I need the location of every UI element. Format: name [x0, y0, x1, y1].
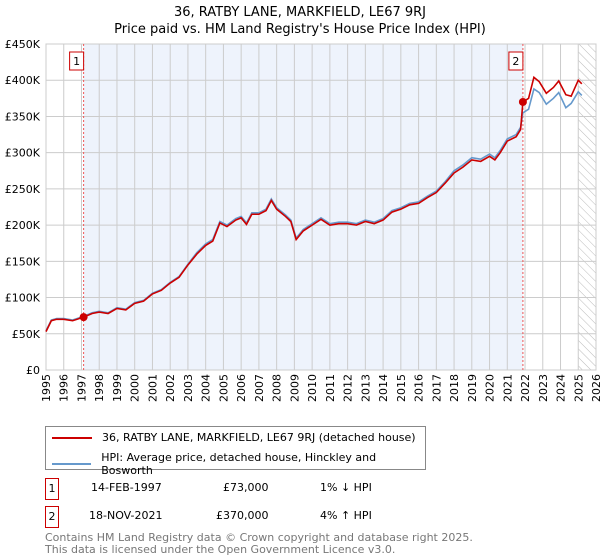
x-tick-label: 2011: [324, 374, 337, 402]
legend: 36, RATBY LANE, MARKFIELD, LE67 9RJ (det…: [45, 426, 426, 477]
legend-item-property: 36, RATBY LANE, MARKFIELD, LE67 9RJ (det…: [52, 431, 416, 444]
transaction-row: 1 14-FEB-1997 £73,000 1% ↓ HPI: [45, 478, 445, 500]
y-tick-label: £200K: [5, 219, 41, 232]
x-tick-label: 1998: [93, 374, 106, 402]
footer: Contains HM Land Registry data © Crown c…: [45, 532, 473, 556]
transaction-price: £370,000: [216, 509, 269, 522]
y-tick-label: £300K: [5, 147, 41, 160]
title-line: 36, RATBY LANE, MARKFIELD, LE67 9RJ: [173, 5, 427, 20]
sale-label-box: [508, 51, 524, 71]
x-tick-label: 2025: [572, 374, 585, 402]
x-tick-label: 2021: [501, 374, 514, 402]
x-tick-label: 2005: [217, 374, 230, 402]
y-tick-label: £100K: [5, 292, 41, 305]
sale-label: 1: [73, 55, 80, 68]
x-tick-label: 2020: [484, 374, 497, 402]
chart-title: 36, RATBY LANE, MARKFIELD, LE67 9RJ Pric…: [0, 4, 600, 38]
legend-item-hpi: HPI: Average price, detached house, Hinc…: [52, 451, 425, 477]
x-tick-label: 1999: [111, 374, 124, 402]
transaction-price: £73,000: [223, 481, 269, 494]
subtitle-line: Price paid vs. HM Land Registry's House …: [114, 22, 486, 37]
x-tick-label: 2017: [430, 374, 443, 402]
y-tick-label: £150K: [5, 255, 41, 268]
y-tick-label: £250K: [5, 183, 41, 196]
sale-point: [79, 313, 88, 322]
y-tick-label: £450K: [5, 38, 41, 51]
sale-label: 2: [512, 55, 519, 68]
x-tick-label: 2012: [342, 374, 355, 402]
plot-border: [45, 43, 597, 371]
footer-line: Contains HM Land Registry data © Crown c…: [45, 531, 473, 544]
transaction-number: 2: [45, 506, 59, 528]
price-chart: 1995 1996 1997 1998 1999 2000 2001 2002 2003 2004…: [5, 38, 600, 402]
x-tick-label: 2018: [448, 374, 461, 402]
x-tick-label: 2004: [200, 374, 213, 402]
x-tick-label: 2015: [395, 374, 408, 402]
sale-point: [518, 97, 527, 106]
transaction-row: 2 18-NOV-2021 £370,000 4% ↑ HPI: [45, 506, 445, 528]
legend-swatch-red: [52, 436, 92, 439]
x-tick-label: 2013: [359, 374, 372, 402]
transaction-hpi: 4% ↑ HPI: [320, 509, 372, 522]
legend-label: HPI: Average price, detached house, Hinc…: [101, 451, 377, 477]
transaction-date: 14-FEB-1997: [91, 481, 162, 494]
transaction-hpi: 1% ↓ HPI: [320, 481, 372, 494]
footer-line: This data is licensed under the Open Gov…: [45, 543, 396, 556]
x-tick-label: 2000: [129, 374, 142, 402]
x-tick-label: 2014: [377, 374, 390, 402]
x-tick-label: 2019: [466, 374, 479, 402]
x-tick-label: 2003: [182, 374, 195, 402]
x-tick-label: 2009: [288, 374, 301, 402]
x-tick-label: 1995: [40, 374, 53, 402]
x-tick-label: 2007: [253, 374, 266, 402]
y-tick-label: £0: [26, 364, 40, 377]
x-tick-label: 2022: [519, 374, 532, 402]
x-tick-label: 2002: [164, 374, 177, 402]
y-tick-label: £50K: [12, 328, 41, 341]
transaction-number: 1: [45, 478, 59, 500]
y-tick-label: £400K: [5, 74, 41, 87]
x-tick-label: 2006: [235, 374, 248, 402]
x-tick-label: 1997: [75, 374, 88, 402]
ownership-band: [83, 44, 523, 370]
x-tick-label: 2008: [271, 374, 284, 402]
forecast-hatch: [578, 44, 596, 370]
x-tick-label: 2001: [146, 374, 159, 402]
x-tick-label: 2024: [555, 374, 568, 402]
legend-label: 36, RATBY LANE, MARKFIELD, LE67 9RJ (det…: [102, 431, 416, 444]
x-tick-label: 2023: [537, 374, 550, 402]
legend-swatch-blue: [52, 463, 92, 465]
x-tick-label: 2010: [306, 374, 319, 402]
transaction-date: 18-NOV-2021: [89, 509, 163, 522]
property-price-line: [45, 75, 583, 332]
x-tick-label: 2026: [590, 374, 600, 402]
x-tick-label: 1996: [58, 374, 71, 402]
x-tick-label: 2016: [413, 374, 426, 402]
sale-label-box: [69, 51, 85, 71]
y-tick-label: £350K: [5, 110, 41, 123]
